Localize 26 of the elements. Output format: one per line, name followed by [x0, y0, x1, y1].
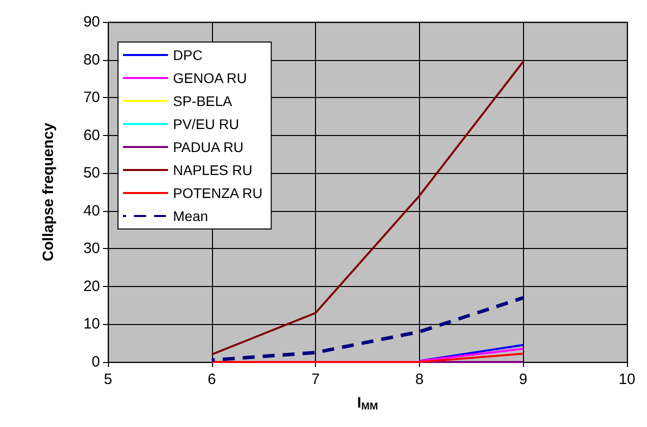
legend-label: PV/EU RU — [173, 116, 240, 132]
y-tick-label: 10 — [83, 316, 100, 333]
y-tick-label: 90 — [83, 14, 100, 30]
y-tick-label: 30 — [83, 240, 100, 258]
x-tick-label: 8 — [415, 371, 424, 388]
y-axis-title: Collapse frequency — [40, 122, 57, 262]
legend-label: GENOA RU — [173, 70, 247, 86]
y-tick-label: 50 — [83, 164, 100, 182]
legend-label: DPC — [173, 47, 203, 63]
x-tick-label: 6 — [208, 371, 216, 388]
legend-label: NAPLES RU — [173, 162, 252, 178]
x-tick-label: 7 — [311, 371, 320, 388]
y-tick-label: 40 — [83, 202, 100, 220]
legend-label: Mean — [173, 208, 208, 224]
x-tick-label: 10 — [618, 371, 636, 388]
line-series — [210, 296, 525, 362]
y-tick-label: 80 — [83, 51, 100, 68]
y-tick-label: 60 — [83, 126, 100, 144]
legend-label: POTENZA RU — [173, 185, 262, 201]
legend-label: SP-BELA — [173, 93, 233, 109]
x-tick-label: 9 — [519, 371, 528, 388]
y-tick-label: 0 — [92, 354, 100, 370]
x-tick-label: 5 — [104, 371, 112, 388]
y-tick-label: 70 — [83, 89, 100, 106]
y-tick-label: 20 — [83, 278, 100, 295]
legend-label: PADUA RU — [173, 139, 244, 155]
